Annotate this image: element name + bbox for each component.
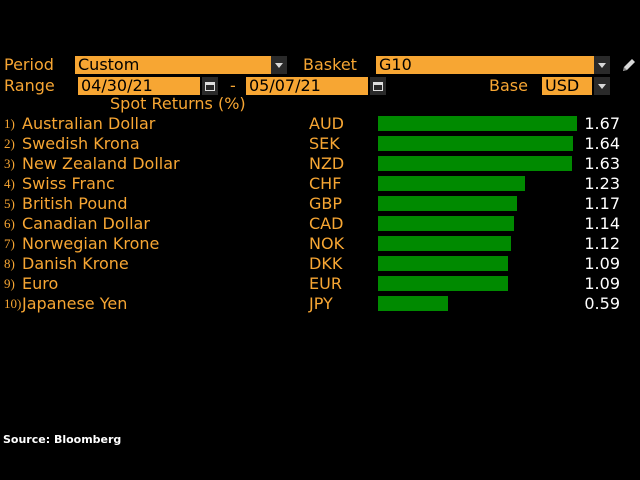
currency-name: New Zealand Dollar [22, 154, 180, 173]
period-dropdown-icon[interactable] [271, 56, 287, 74]
return-bar [378, 176, 525, 191]
return-value: 1.09 [584, 274, 620, 293]
currency-code: CAD [309, 214, 344, 233]
currency-name: Canadian Dollar [22, 214, 150, 233]
return-value: 1.12 [584, 234, 620, 253]
row-rank: 5) [4, 196, 15, 211]
return-value: 1.23 [584, 174, 620, 193]
row-rank: 9) [4, 276, 15, 291]
row-rank: 7) [4, 236, 15, 251]
table-row[interactable]: 3) New Zealand Dollar NZD 1.63 [0, 154, 640, 174]
return-value: 1.09 [584, 254, 620, 273]
return-bar [378, 276, 508, 291]
chart-title: Spot Returns (%) [110, 94, 246, 113]
basket-dropdown-icon[interactable] [594, 56, 610, 74]
currency-code: NOK [309, 234, 345, 253]
currency-name: Euro [22, 274, 59, 293]
range-separator: - [230, 76, 236, 95]
base-select[interactable]: USD [542, 77, 592, 95]
row-rank: 10) [4, 296, 22, 311]
range-end-input[interactable]: 05/07/21 [246, 77, 368, 95]
pencil-icon[interactable] [620, 56, 638, 74]
period-label: Period [4, 55, 54, 74]
basket-label: Basket [303, 55, 357, 74]
return-value: 1.14 [584, 214, 620, 233]
return-value: 1.17 [584, 194, 620, 213]
return-bar [378, 256, 508, 271]
basket-select[interactable]: G10 [376, 56, 594, 74]
return-value: 1.63 [584, 154, 620, 173]
range-start-input[interactable]: 04/30/21 [78, 77, 200, 95]
return-value: 1.64 [584, 134, 620, 153]
row-rank: 2) [4, 136, 15, 151]
row-rank: 8) [4, 256, 15, 271]
table-row[interactable]: 5) British Pound GBP 1.17 [0, 194, 640, 214]
range-label: Range [4, 76, 55, 95]
currency-code: CHF [309, 174, 342, 193]
return-bar [378, 196, 517, 211]
currency-name: British Pound [22, 194, 128, 213]
table-row[interactable]: 7) Norwegian Krone NOK 1.12 [0, 234, 640, 254]
currency-code: EUR [309, 274, 342, 293]
return-bar [378, 136, 573, 151]
row-rank: 3) [4, 156, 15, 171]
base-dropdown-icon[interactable] [594, 77, 610, 95]
table-row[interactable]: 9) Euro EUR 1.09 [0, 274, 640, 294]
return-value: 0.59 [584, 294, 620, 313]
source-note: Source: Bloomberg [3, 433, 122, 446]
return-bar [378, 156, 572, 171]
table-row[interactable]: 2) Swedish Krona SEK 1.64 [0, 134, 640, 154]
return-bar [378, 216, 514, 231]
return-bar [378, 296, 448, 311]
currency-name: Swiss Franc [22, 174, 115, 193]
table-row[interactable]: 1) Australian Dollar AUD 1.67 [0, 114, 640, 134]
row-rank: 1) [4, 116, 15, 131]
currency-name: Japanese Yen [22, 294, 128, 313]
return-bar [378, 236, 511, 251]
currency-code: JPY [309, 294, 333, 313]
range-start-calendar-icon[interactable] [202, 77, 218, 95]
currency-name: Australian Dollar [22, 114, 156, 133]
table-row[interactable]: 6) Canadian Dollar CAD 1.14 [0, 214, 640, 234]
currency-code: DKK [309, 254, 343, 273]
currency-code: AUD [309, 114, 344, 133]
table-row[interactable]: 10) Japanese Yen JPY 0.59 [0, 294, 640, 314]
period-select[interactable]: Custom [75, 56, 271, 74]
table-row[interactable]: 8) Danish Krone DKK 1.09 [0, 254, 640, 274]
currency-code: SEK [309, 134, 340, 153]
return-value: 1.67 [584, 114, 620, 133]
currency-name: Norwegian Krone [22, 234, 160, 253]
base-label: Base [489, 76, 528, 95]
range-end-calendar-icon[interactable] [370, 77, 386, 95]
currency-name: Swedish Krona [22, 134, 140, 153]
row-rank: 4) [4, 176, 15, 191]
table-row[interactable]: 4) Swiss Franc CHF 1.23 [0, 174, 640, 194]
row-rank: 6) [4, 216, 15, 231]
currency-name: Danish Krone [22, 254, 129, 273]
currency-code: GBP [309, 194, 343, 213]
return-bar [378, 116, 577, 131]
currency-code: NZD [309, 154, 345, 173]
